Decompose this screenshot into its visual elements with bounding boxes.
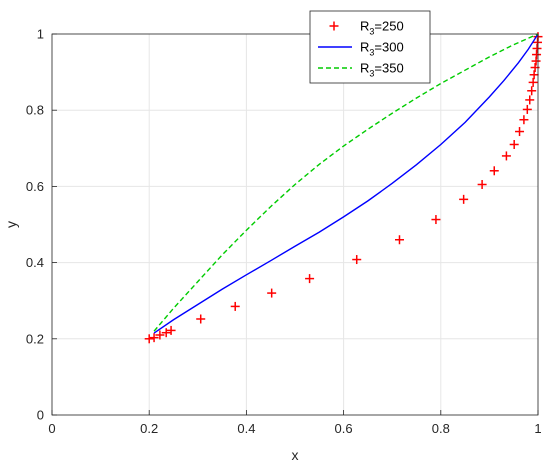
legend-label-subscript: 3 [369, 69, 374, 79]
series-line [153, 33, 539, 332]
data-point [394, 235, 404, 245]
legend-label-prefix: R [360, 61, 369, 76]
data-point [509, 139, 519, 149]
y-tick-label: 0 [37, 408, 44, 423]
data-point [477, 179, 487, 189]
y-tick-label: 0.8 [26, 103, 44, 118]
data-point [522, 104, 532, 114]
legend-label-suffix: =250 [374, 19, 403, 34]
data-point [459, 194, 469, 204]
data-point [305, 274, 315, 284]
x-tick-label: 0.6 [335, 421, 353, 436]
data-point [267, 288, 277, 298]
x-tick-label: 0.2 [140, 421, 158, 436]
legend-label-prefix: R [360, 40, 369, 55]
data-point [501, 151, 511, 161]
x-tick-label: 0.4 [237, 421, 255, 436]
series-2 [153, 33, 539, 334]
x-tick-label: 1 [534, 421, 541, 436]
data-point [230, 301, 240, 311]
legend-label-prefix: R [360, 19, 369, 34]
data-point [431, 215, 441, 225]
legend-label-subscript: 3 [369, 27, 374, 37]
data-point [489, 166, 499, 176]
legend-swatch [329, 21, 339, 31]
legend-label-suffix: =350 [374, 61, 403, 76]
legend-label-subscript: 3 [369, 48, 374, 58]
y-tick-label: 0.2 [26, 331, 44, 346]
data-point [352, 255, 362, 265]
data-point [527, 86, 537, 96]
y-tick-label: 0.6 [26, 179, 44, 194]
legend-label: R3=350 [360, 61, 404, 79]
data-point [519, 115, 529, 125]
data-point [144, 334, 154, 344]
tick-layer: 0 0.2 0.4 0.6 0.8 1 0 0.2 0.4 0.6 0.8 1 [26, 27, 542, 437]
legend-label: R3=300 [360, 40, 404, 58]
series-line [153, 33, 539, 334]
plot-frame [51, 33, 539, 416]
x-axis-label: x [292, 447, 299, 463]
data-point [166, 325, 176, 335]
series-3 [153, 33, 539, 332]
y-tick-label: 1 [37, 27, 44, 42]
grid [51, 33, 539, 416]
data-point [515, 127, 525, 137]
data-point [525, 95, 535, 105]
legend-marker [329, 21, 339, 31]
x-tick-label: 0 [48, 421, 55, 436]
data-point [529, 70, 539, 80]
plot-background [52, 34, 538, 415]
data-point [196, 314, 206, 324]
data-point [161, 328, 171, 338]
x-tick-label: 0.8 [432, 421, 450, 436]
y-axis-label: y [3, 221, 19, 228]
legend-label: R3=250 [360, 19, 404, 37]
data-point [149, 333, 159, 343]
data-point [528, 77, 538, 87]
legend-label-suffix: =300 [374, 40, 403, 55]
data-point [155, 330, 165, 340]
y-tick-label: 0.4 [26, 255, 44, 270]
